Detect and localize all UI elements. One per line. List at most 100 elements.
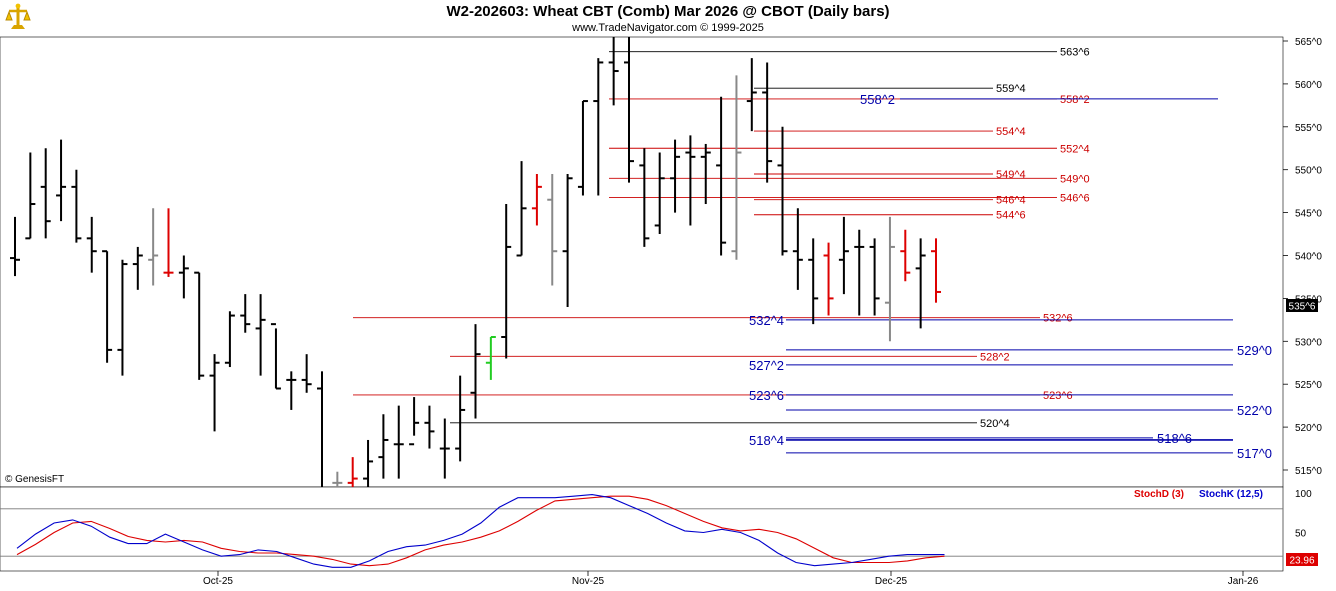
price-bar[interactable] — [224, 311, 235, 368]
price-bar[interactable] — [102, 250, 113, 363]
price-bar[interactable] — [301, 354, 312, 393]
price-bar[interactable] — [10, 216, 20, 277]
price-bar[interactable] — [332, 471, 343, 487]
price-bar[interactable] — [347, 457, 358, 487]
price-bar[interactable] — [838, 216, 849, 295]
price-tick-label: 520^0 — [1295, 423, 1322, 434]
price-bar[interactable] — [209, 354, 220, 432]
price-bar[interactable] — [56, 139, 67, 222]
price-bar[interactable] — [900, 229, 911, 282]
price-bar[interactable] — [716, 96, 727, 256]
price-bar[interactable] — [884, 216, 895, 342]
price-bar[interactable] — [132, 246, 143, 290]
price-bar[interactable] — [762, 62, 773, 183]
price-bar[interactable] — [746, 58, 757, 132]
date-tick-label: Jan-26 — [1228, 576, 1259, 587]
price-bar[interactable] — [148, 208, 159, 286]
price-bar[interactable] — [163, 208, 174, 277]
price-bar[interactable] — [178, 255, 189, 299]
price-bar[interactable] — [577, 100, 588, 196]
stoch-value-marker: 23.96 — [1286, 553, 1318, 567]
price-bar[interactable] — [25, 152, 36, 240]
price-bar[interactable] — [363, 439, 374, 487]
level-label: 563^6 — [1060, 47, 1090, 59]
stoch-tick-label: 100 — [1295, 489, 1312, 500]
price-bar[interactable] — [393, 405, 404, 479]
price-bar[interactable] — [255, 294, 266, 376]
date-tick-label: Nov-25 — [572, 576, 605, 587]
support-label: 558^2 — [860, 92, 895, 107]
price-bar[interactable] — [685, 135, 696, 226]
level-label: 544^6 — [996, 210, 1026, 222]
support-label: 518^4 — [749, 433, 784, 448]
level-label: 546^6 — [1060, 193, 1090, 205]
price-bar[interactable] — [424, 405, 435, 449]
stoch-plot-area[interactable] — [0, 486, 1284, 572]
stoch-series-line — [16, 494, 945, 568]
price-bar[interactable] — [470, 324, 481, 419]
price-bar[interactable] — [516, 161, 527, 257]
price-bar[interactable] — [485, 336, 496, 380]
price-bar[interactable] — [40, 148, 51, 239]
stoch-tick-label: 50 — [1295, 529, 1307, 540]
date-tick-label: Oct-25 — [203, 576, 233, 587]
price-tick-label: 545^0 — [1295, 209, 1322, 220]
price-bar[interactable] — [194, 271, 205, 380]
price-bar[interactable] — [915, 238, 926, 329]
price-plot-area[interactable] — [0, 36, 1284, 488]
price-tick-label: 550^0 — [1295, 166, 1322, 177]
price-bar[interactable] — [608, 37, 619, 106]
price-bar[interactable] — [823, 242, 834, 316]
price-tick-label: 540^0 — [1295, 252, 1322, 263]
price-bar[interactable] — [409, 397, 420, 446]
support-label: 518^6 — [1157, 431, 1192, 446]
price-bar[interactable] — [286, 371, 297, 410]
price-bars-group — [10, 37, 941, 487]
level-lines-group: 563^6 559^4 558^2 554^4 552^4 549^4 549^0 546^4… — [353, 47, 1272, 461]
price-bar[interactable] — [547, 173, 558, 286]
date-axis: Oct-25 Nov-25 Dec-25 Jan-26 — [203, 571, 1259, 587]
price-bar[interactable] — [501, 204, 512, 359]
price-bar[interactable] — [117, 259, 128, 376]
level-label: 559^4 — [996, 83, 1026, 95]
price-bar[interactable] — [670, 139, 681, 213]
price-bar[interactable] — [869, 238, 880, 316]
price-bar[interactable] — [792, 208, 803, 290]
stoch-value-label: 23.96 — [1289, 556, 1314, 567]
price-bar[interactable] — [562, 173, 573, 307]
price-bar[interactable] — [854, 229, 865, 316]
price-bar[interactable] — [731, 75, 742, 260]
page-subtitle: www.TradeNavigator.com © 1999-2025 — [572, 22, 764, 34]
price-bar[interactable] — [593, 58, 604, 196]
price-bar[interactable] — [455, 375, 466, 462]
price-bar[interactable] — [700, 143, 711, 205]
support-label: 523^6 — [749, 388, 784, 403]
support-label: 532^4 — [749, 313, 784, 328]
price-tick-label: 560^0 — [1295, 80, 1322, 91]
level-label: 558^2 — [1060, 94, 1090, 106]
price-tick-label: 555^0 — [1295, 123, 1322, 134]
price-bar[interactable] — [931, 238, 941, 303]
price-bar[interactable] — [378, 414, 389, 479]
price-bar[interactable] — [808, 238, 819, 325]
price-bar[interactable] — [71, 169, 82, 243]
stochd-legend: StochD (3) — [1134, 489, 1184, 500]
watermark: © GenesisFT — [5, 474, 65, 485]
price-bar[interactable] — [317, 371, 323, 487]
price-bar[interactable] — [439, 418, 450, 479]
level-label: 520^4 — [980, 418, 1010, 430]
support-label: 527^2 — [749, 358, 784, 373]
price-bar[interactable] — [240, 294, 251, 333]
price-bar[interactable] — [639, 148, 650, 247]
price-bar[interactable] — [777, 126, 788, 256]
support-label: 522^0 — [1237, 403, 1272, 418]
price-bar[interactable] — [531, 173, 542, 226]
level-label: 549^0 — [1060, 173, 1090, 185]
price-bar[interactable] — [624, 37, 634, 183]
price-tick-label: 530^0 — [1295, 337, 1322, 348]
price-bar[interactable] — [654, 152, 665, 235]
price-bar[interactable] — [86, 216, 97, 273]
price-bar[interactable] — [270, 323, 281, 390]
level-label: 546^4 — [996, 195, 1026, 207]
